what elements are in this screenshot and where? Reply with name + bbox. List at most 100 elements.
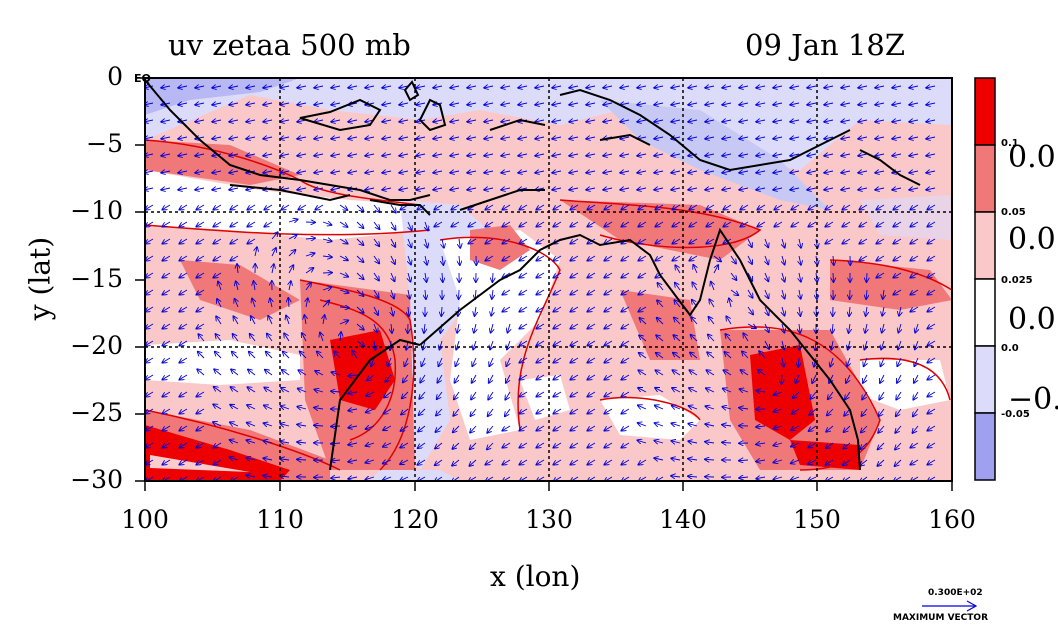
wind-vector	[876, 221, 885, 227]
wind-vector	[267, 334, 273, 342]
wind-vector	[709, 299, 715, 308]
wind-vector	[501, 188, 511, 190]
wind-vector	[536, 459, 545, 465]
wind-vector	[910, 289, 919, 295]
wind-vector	[552, 154, 562, 156]
wind-vector	[638, 272, 647, 278]
wind-vector	[365, 477, 375, 480]
wind-vector	[812, 374, 816, 383]
wind-vector	[468, 221, 477, 227]
wind-vector	[672, 370, 681, 376]
wind-vector	[162, 306, 171, 312]
wind-vector	[570, 204, 579, 210]
wind-vector	[671, 458, 681, 460]
wind-vector	[858, 137, 868, 139]
wind-vector	[773, 86, 783, 88]
wind-vector	[810, 391, 817, 399]
wind-vector	[747, 323, 756, 328]
wind-vector	[553, 272, 562, 278]
wind-vector	[314, 86, 324, 88]
wind-vector	[229, 86, 239, 88]
wind-vector	[807, 103, 817, 105]
wind-vector	[587, 374, 596, 380]
wind-vector	[569, 137, 579, 139]
wind-vector	[825, 459, 834, 465]
wind-vector	[847, 357, 850, 366]
wind-vector	[348, 477, 358, 479]
wind-vector	[859, 204, 868, 210]
wind-vector	[519, 221, 528, 227]
wind-vector	[927, 459, 936, 465]
wind-vector	[501, 120, 511, 122]
wind-vector	[271, 232, 278, 240]
wind-vector	[288, 219, 298, 222]
wind-vector	[621, 374, 630, 380]
wind-vector	[586, 171, 596, 173]
wind-vector	[793, 391, 800, 398]
wind-vector	[705, 442, 715, 443]
wind-vector	[858, 103, 868, 105]
wind-vector	[570, 374, 579, 380]
wind-vector	[552, 120, 562, 122]
wind-vector	[536, 272, 545, 278]
wind-vector	[519, 408, 528, 414]
wind-vector	[909, 103, 919, 105]
wind-vector	[519, 238, 528, 244]
wind-vector	[791, 426, 800, 430]
wind-vector	[725, 334, 732, 342]
wind-vector	[283, 352, 290, 359]
wind-vector	[756, 426, 766, 427]
wind-vector	[280, 441, 290, 443]
wind-vector	[743, 333, 749, 342]
wind-vector	[252, 299, 255, 308]
wind-vector	[229, 171, 239, 173]
wind-vector	[705, 137, 715, 139]
wind-vector	[553, 374, 562, 380]
wind-vector	[519, 374, 528, 380]
wind-vector	[365, 86, 375, 88]
y-tick-label: −10	[70, 196, 123, 225]
wind-vector	[706, 204, 715, 210]
wind-vector	[419, 391, 426, 399]
wind-vector	[416, 171, 426, 173]
wind-vector	[434, 204, 443, 210]
wind-vector	[877, 476, 885, 481]
wind-vector	[881, 357, 885, 366]
wind-vector	[688, 103, 698, 105]
wind-vector	[858, 188, 868, 190]
wind-vector	[553, 221, 562, 227]
wind-vector	[179, 459, 188, 465]
wind-vector	[442, 272, 443, 282]
wind-vector	[739, 477, 749, 478]
wind-vector	[403, 374, 409, 382]
wind-vector	[423, 340, 425, 350]
wind-vector	[824, 154, 834, 156]
wind-vector	[707, 352, 715, 359]
wind-vector	[756, 154, 766, 156]
wind-vector	[637, 440, 647, 443]
x-tick-label: 100	[121, 505, 169, 534]
wind-vector	[246, 154, 256, 156]
wind-vector	[339, 255, 348, 260]
wind-vector	[322, 256, 332, 257]
wind-vector	[807, 120, 817, 122]
wind-vector	[674, 300, 681, 308]
wind-vector	[246, 458, 256, 460]
wind-vector	[672, 204, 681, 210]
wind-vector	[305, 253, 315, 256]
wind-vector	[893, 272, 902, 278]
wind-vector	[508, 323, 511, 333]
wind-vector	[373, 255, 379, 263]
wind-vector	[304, 315, 306, 325]
wind-vector	[145, 289, 154, 295]
wind-vector	[502, 255, 511, 261]
wind-vector	[356, 306, 364, 313]
wind-vector	[927, 425, 936, 431]
wind-vector	[688, 188, 698, 190]
wind-vector	[250, 334, 256, 342]
wind-vector	[230, 204, 239, 210]
wind-vector	[739, 86, 749, 88]
colorbar-small-label: 0.1	[1001, 138, 1019, 149]
wind-vector	[305, 238, 315, 239]
wind-vector	[841, 188, 851, 190]
